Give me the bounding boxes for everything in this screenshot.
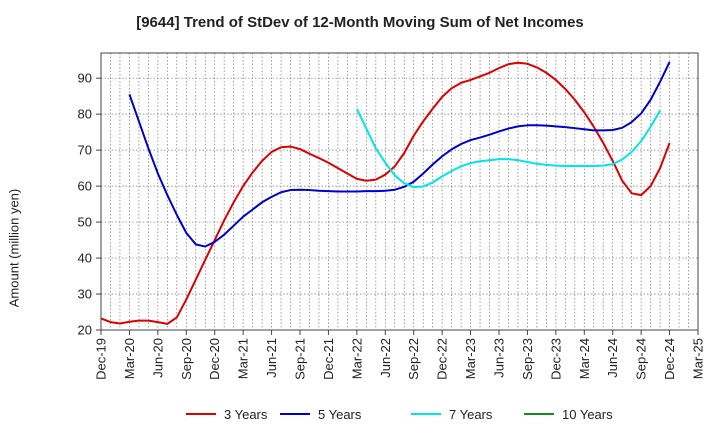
- x-tick-label: Jun-24: [605, 338, 620, 378]
- x-tick-label: Jun-21: [264, 338, 279, 378]
- x-tick-label: Jun-22: [378, 338, 393, 378]
- x-tick-label: Jun-20: [150, 338, 165, 378]
- chart-title: [9644] Trend of StDev of 12-Month Moving…: [136, 14, 584, 31]
- x-tick-label: Dec-23: [548, 338, 563, 380]
- y-tick-label: 70: [78, 143, 92, 158]
- y-tick-label: 80: [78, 107, 92, 122]
- x-tick-label: Sep-20: [179, 338, 194, 380]
- x-tick-label: Dec-22: [435, 338, 450, 380]
- y-tick-label: 60: [78, 179, 92, 194]
- x-tick-label: Dec-19: [94, 338, 109, 380]
- legend-label-5-years: 5 Years: [318, 407, 362, 422]
- y-tick-label: 90: [78, 71, 92, 86]
- x-tick-label: Dec-20: [207, 338, 222, 380]
- y-tick-label: 50: [78, 215, 92, 230]
- legend-label-3-years: 3 Years: [224, 407, 268, 422]
- y-tick-label: 40: [78, 251, 92, 266]
- x-tick-label: Mar-25: [691, 338, 706, 379]
- x-tick-label: Mar-24: [577, 338, 592, 379]
- x-tick-label: Sep-22: [406, 338, 421, 380]
- legend: 3 Years 5 Years 7 Years 10 Years: [186, 407, 613, 422]
- series-line-7-years: [355, 108, 661, 189]
- axes: 20 30 40 50 60 70 80 90 Dec-19 Mar-20 Jun-20 Sep-20…: [78, 71, 706, 380]
- gridlines: [101, 53, 698, 330]
- x-tick-label: Mar-23: [463, 338, 478, 379]
- x-tick-label: Jun-23: [492, 338, 507, 378]
- series-line-3-years: [100, 61, 671, 325]
- x-tick-label: Sep-23: [520, 338, 535, 380]
- y-tick-label: 20: [78, 323, 92, 338]
- x-tick-label: Mar-22: [349, 338, 364, 379]
- x-tick-label: Sep-24: [634, 338, 649, 380]
- x-tick-label: Sep-21: [293, 338, 308, 380]
- y-tick-label: 30: [78, 287, 92, 302]
- x-tick-label: Dec-24: [662, 338, 677, 380]
- legend-label-10-years: 10 Years: [562, 407, 613, 422]
- plot-frame: [100, 52, 699, 331]
- x-tick-label: Mar-21: [236, 338, 251, 379]
- legend-label-7-years: 7 Years: [449, 407, 493, 422]
- x-tick-label: Dec-21: [321, 338, 336, 380]
- series-line-5-years: [128, 61, 671, 248]
- x-tick-label: Mar-20: [122, 338, 137, 379]
- series-lines: [100, 61, 671, 325]
